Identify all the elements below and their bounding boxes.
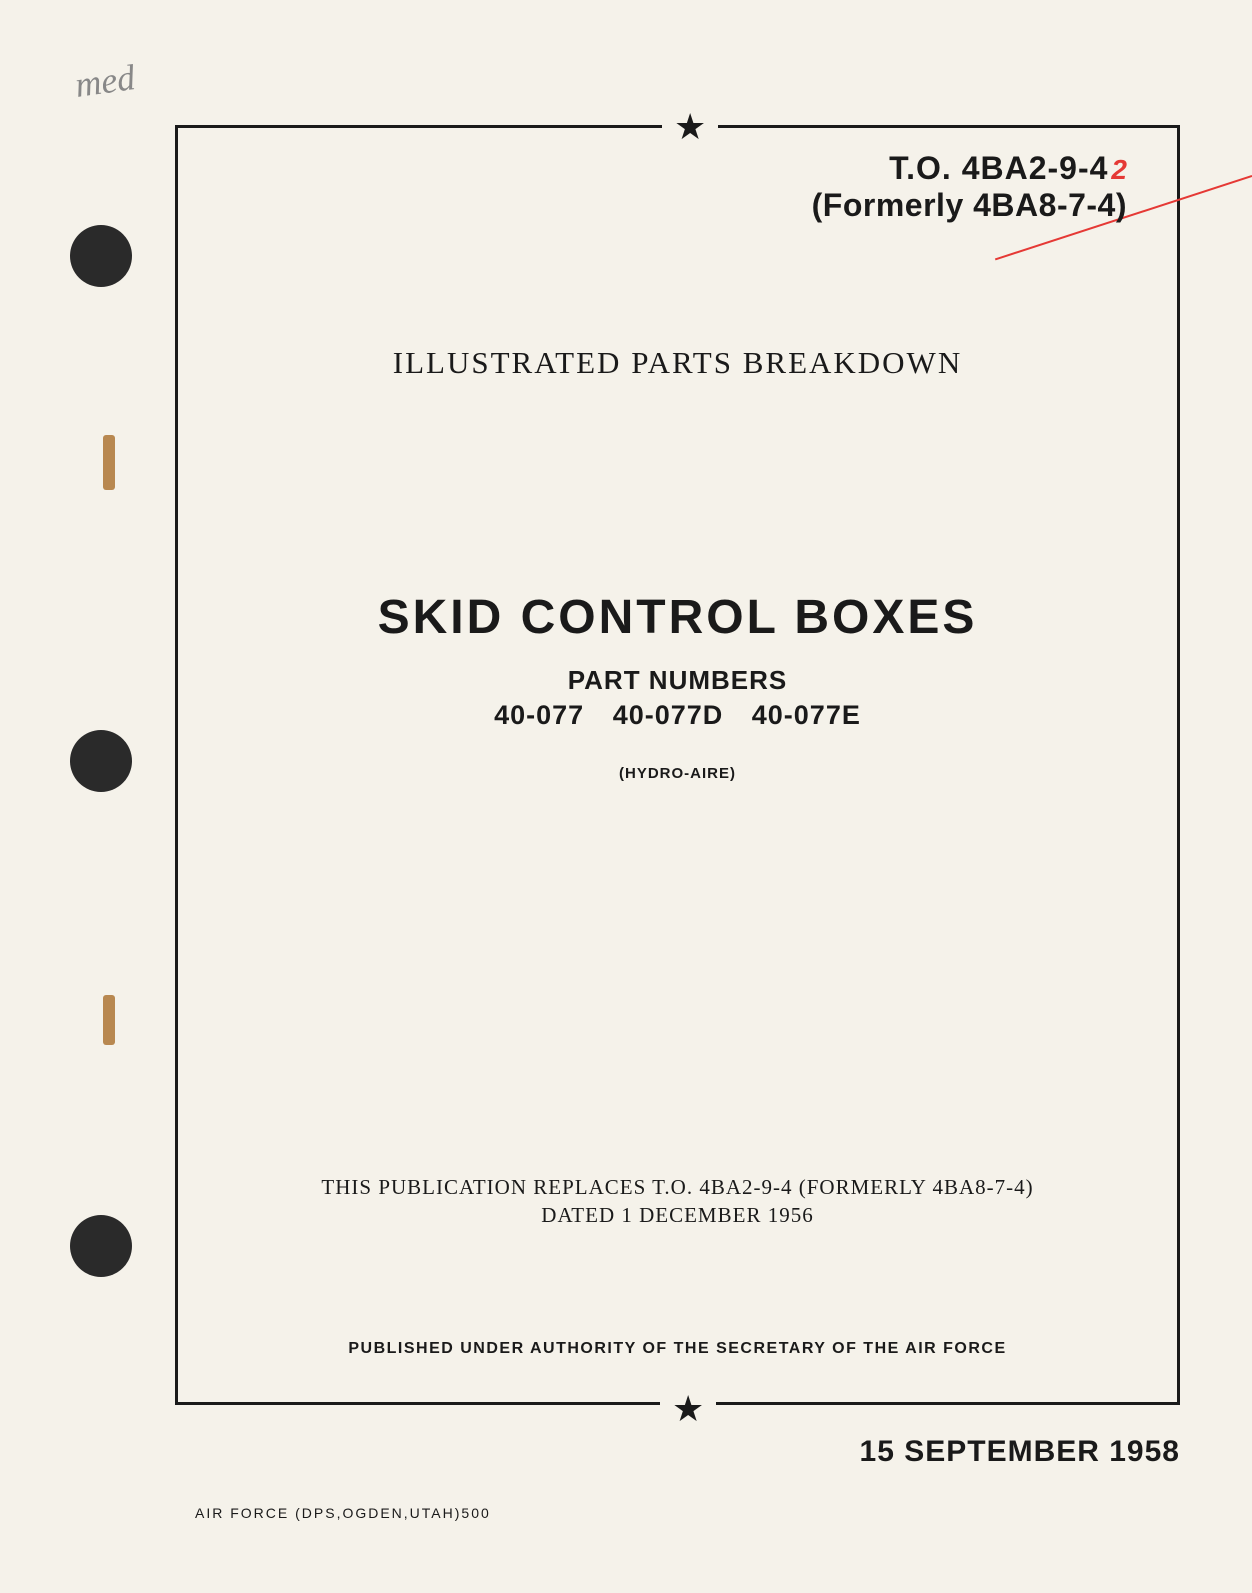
punch-hole-icon [70, 730, 132, 792]
part-numbers-label: PART NUMBERS [175, 665, 1180, 696]
part-numbers-list: 40-077 40-077D 40-077E [175, 700, 1180, 731]
red-annotation-mark: 2 [1111, 154, 1127, 185]
star-top-icon: ★ [662, 106, 718, 148]
document-title: SKID CONTROL BOXES [175, 590, 1180, 645]
document-page: med ★ ★ T.O. 4BA2-9-42 (Formerly 4BA8-7-… [0, 0, 1252, 1593]
manufacturer-name: (HYDRO-AIRE) [175, 765, 1180, 782]
replacement-notice: THIS PUBLICATION REPLACES T.O. 4BA2-9-4 … [175, 1173, 1180, 1230]
printer-info: AIR FORCE (DPS,OGDEN,UTAH)500 [195, 1505, 491, 1521]
replacement-notice-line2: DATED 1 DECEMBER 1956 [175, 1201, 1180, 1229]
punch-hole-icon [70, 225, 132, 287]
technical-order-block: T.O. 4BA2-9-42 (Formerly 4BA8-7-4) [812, 150, 1127, 224]
to-number: T.O. 4BA2-9-4 [889, 150, 1108, 186]
punch-hole-icon [70, 1215, 132, 1277]
binding-mark-icon [103, 435, 115, 490]
publishing-authority: PUBLISHED UNDER AUTHORITY OF THE SECRETA… [175, 1340, 1180, 1358]
handwritten-annotation: med [72, 56, 137, 106]
former-to-number: (Formerly 4BA8-7-4) [812, 187, 1127, 224]
document-type-heading: ILLUSTRATED PARTS BREAKDOWN [175, 345, 1180, 381]
binding-mark-icon [103, 995, 115, 1045]
replacement-notice-line1: THIS PUBLICATION REPLACES T.O. 4BA2-9-4 … [175, 1173, 1180, 1201]
star-bottom-icon: ★ [660, 1388, 716, 1430]
publication-date: 15 SEPTEMBER 1958 [860, 1435, 1180, 1469]
